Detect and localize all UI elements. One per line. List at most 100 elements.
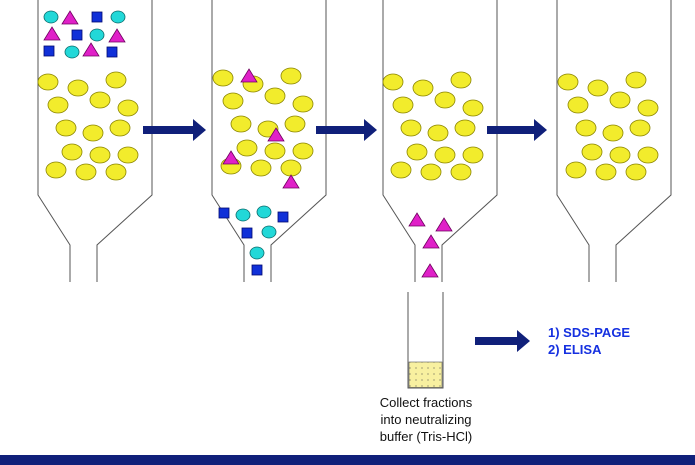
particle bbox=[637, 146, 659, 164]
particle bbox=[435, 217, 453, 232]
arrow bbox=[487, 119, 547, 141]
particle bbox=[222, 150, 240, 165]
particle bbox=[105, 71, 127, 89]
column bbox=[37, 0, 153, 282]
particle bbox=[637, 99, 659, 117]
particle bbox=[422, 234, 440, 249]
particle bbox=[420, 163, 442, 181]
particle bbox=[292, 142, 314, 160]
particle bbox=[450, 163, 472, 181]
particle bbox=[108, 28, 126, 43]
particle bbox=[212, 69, 234, 87]
particle bbox=[595, 163, 617, 181]
collect-label: Collect fractions bbox=[380, 395, 473, 410]
particle bbox=[251, 264, 263, 276]
particle bbox=[390, 161, 412, 179]
particle bbox=[412, 79, 434, 97]
particle bbox=[280, 159, 302, 177]
arrow bbox=[475, 330, 530, 352]
footer-bar bbox=[0, 455, 695, 465]
particle bbox=[264, 142, 286, 160]
arrow bbox=[316, 119, 377, 141]
particle bbox=[292, 95, 314, 113]
particle bbox=[61, 10, 79, 25]
particle bbox=[392, 96, 414, 114]
particle bbox=[43, 26, 61, 41]
particle bbox=[105, 163, 127, 181]
particle bbox=[89, 91, 111, 109]
particle bbox=[241, 227, 253, 239]
particle bbox=[282, 174, 300, 189]
analysis-label: 1) SDS-PAGE bbox=[548, 325, 630, 340]
particle bbox=[47, 96, 69, 114]
particle bbox=[256, 205, 272, 219]
particle bbox=[89, 28, 105, 42]
particle bbox=[45, 161, 67, 179]
particle bbox=[629, 119, 651, 137]
particle bbox=[261, 225, 277, 239]
particle bbox=[222, 92, 244, 110]
particle bbox=[575, 119, 597, 137]
particle bbox=[462, 99, 484, 117]
particle bbox=[240, 68, 258, 83]
particle bbox=[82, 124, 104, 142]
particle bbox=[55, 119, 77, 137]
particle bbox=[602, 124, 624, 142]
column-contents bbox=[37, 10, 659, 278]
particle bbox=[406, 143, 428, 161]
particle bbox=[382, 73, 404, 91]
particle bbox=[565, 161, 587, 179]
particle bbox=[67, 79, 89, 97]
particle bbox=[454, 119, 476, 137]
particle bbox=[609, 91, 631, 109]
particle bbox=[109, 119, 131, 137]
analysis-label: 2) ELISA bbox=[548, 342, 602, 357]
columns bbox=[37, 0, 672, 282]
particle bbox=[230, 115, 252, 133]
particle bbox=[264, 87, 286, 105]
particle bbox=[43, 45, 55, 57]
particle bbox=[581, 143, 603, 161]
particle bbox=[567, 96, 589, 114]
particle bbox=[400, 119, 422, 137]
particle bbox=[427, 124, 449, 142]
particle bbox=[450, 71, 472, 89]
particle bbox=[61, 143, 83, 161]
particle bbox=[277, 211, 289, 223]
particle bbox=[117, 146, 139, 164]
particle bbox=[236, 139, 258, 157]
particle bbox=[43, 10, 59, 24]
particle bbox=[37, 73, 59, 91]
particle bbox=[625, 71, 647, 89]
particle bbox=[434, 91, 456, 109]
collect-label: into neutralizing bbox=[380, 412, 471, 427]
column bbox=[211, 0, 327, 282]
particle bbox=[235, 208, 251, 222]
particle bbox=[110, 10, 126, 24]
collect-label: buffer (Tris-HCl) bbox=[380, 429, 472, 444]
particle bbox=[91, 11, 103, 23]
column bbox=[556, 0, 672, 282]
particle bbox=[82, 42, 100, 57]
arrow bbox=[143, 119, 206, 141]
particle bbox=[625, 163, 647, 181]
particle bbox=[249, 246, 265, 260]
particle bbox=[609, 146, 631, 164]
particle bbox=[64, 45, 80, 59]
particle bbox=[462, 146, 484, 164]
particle bbox=[117, 99, 139, 117]
particle bbox=[587, 79, 609, 97]
particle bbox=[408, 212, 426, 227]
test-tube bbox=[407, 292, 444, 389]
particle bbox=[421, 263, 439, 278]
particle bbox=[250, 159, 272, 177]
particle bbox=[71, 29, 83, 41]
column bbox=[382, 0, 498, 282]
buffer bbox=[408, 361, 443, 388]
particle bbox=[267, 127, 285, 142]
particle bbox=[89, 146, 111, 164]
particle bbox=[218, 207, 230, 219]
particle bbox=[557, 73, 579, 91]
particle bbox=[106, 46, 118, 58]
